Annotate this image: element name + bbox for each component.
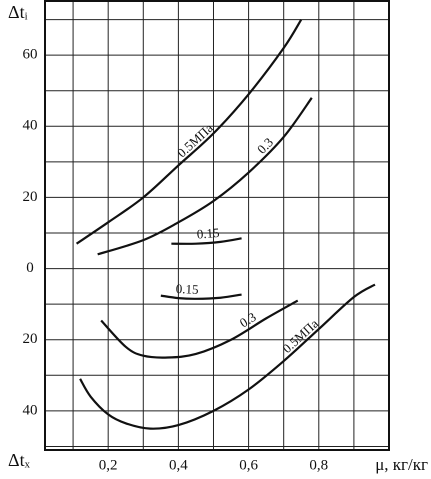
- curve-label: 0.3: [254, 135, 276, 157]
- x-tick-label: 0,8: [309, 457, 328, 473]
- curve: [171, 237, 242, 245]
- y-axis-label-top: Δtᵢ: [8, 2, 28, 22]
- x-tick-label: 0,4: [169, 457, 188, 473]
- curve-label: 0.5MПа: [279, 316, 321, 356]
- y-tick-label: 40: [23, 402, 38, 418]
- plot-frame: [44, 0, 390, 451]
- y-tick-label: 60: [23, 47, 38, 63]
- curve-label: 0.15: [196, 225, 220, 242]
- x-tick-label: 0,6: [239, 457, 258, 473]
- y-tick-label: 20: [23, 331, 38, 347]
- curve-label: 0.15: [176, 281, 199, 297]
- x-axis-label: μ, кг/кг: [375, 455, 428, 474]
- curve-label: 0.3: [237, 309, 259, 330]
- curve: [160, 293, 242, 300]
- y-tick-label: 40: [23, 118, 38, 134]
- curve: [75, 18, 303, 245]
- curve: [79, 283, 376, 430]
- y-axis-label-bottom: Δtₓ: [8, 450, 31, 470]
- x-tick-label: 0,2: [99, 457, 118, 473]
- curve: [97, 97, 313, 256]
- y-tick-label: 0: [26, 260, 34, 276]
- y-tick-label: 20: [23, 189, 38, 205]
- curve: [100, 299, 299, 359]
